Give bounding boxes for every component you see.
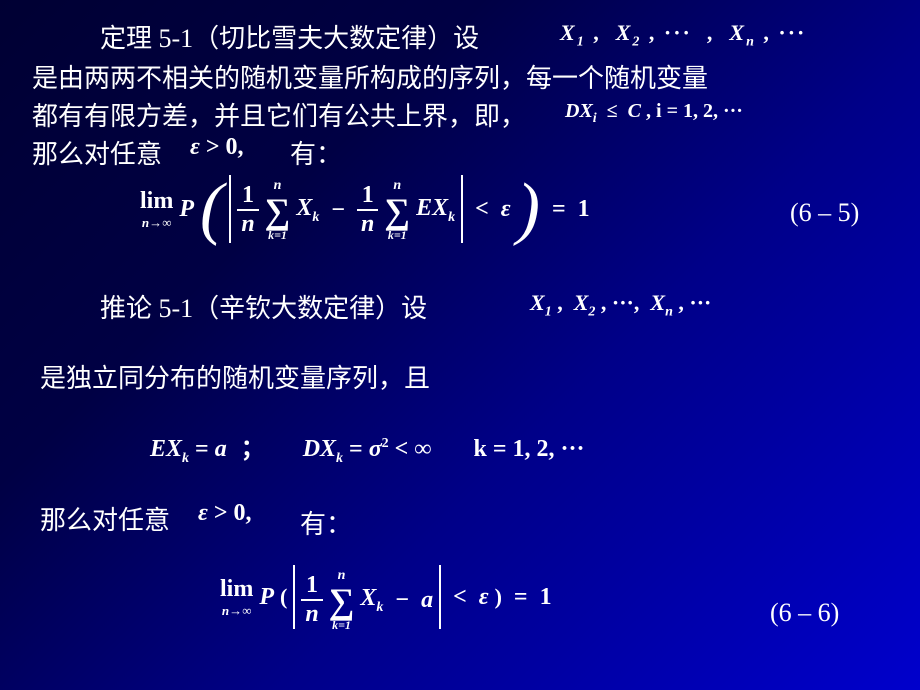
theorem-prefix: 定理 5-1（切比雪夫大数定律）设 xyxy=(100,24,479,53)
lim-block: lim n→∞ xyxy=(140,188,173,231)
corollary-line4a: 那么对任意 xyxy=(40,500,170,537)
frac-1-over-n-b: 1 n xyxy=(357,182,378,238)
corollary-line4b: 有： xyxy=(300,504,352,541)
eps-cond-2: ε > 0, xyxy=(198,500,252,527)
theorem-line4a: 那么对任意 xyxy=(32,134,162,171)
frac-1-over-n-2: 1 n xyxy=(301,572,322,628)
lparen-icon: ( xyxy=(200,179,223,239)
abs-bars: 1 n n ∑ k=1 Xk − 1 n n ∑ k=1 EXk xyxy=(229,175,463,243)
theorem-5-1-title: 定理 5-1（切比雪夫大数定律）设 xyxy=(100,18,479,55)
corollary-conds: EXk = a ； DXk = σ2 < ∞ k = 1, 2, ··· xyxy=(150,428,585,467)
abs-bars-2: 1 n n ∑ k=1 Xk − a xyxy=(293,565,441,629)
theorem-line4b: 有： xyxy=(290,134,342,171)
corollary-5-1-title: 推论 5-1（辛钦大数定律）设 xyxy=(100,288,427,325)
equation-label-6-5: (6 – 5) xyxy=(790,198,859,228)
lim-block-2: lim n→∞ xyxy=(220,576,253,619)
variance-bound: DXi ≤ C , i = 1, 2, ··· xyxy=(565,100,743,127)
theorem-seq: X1 , X2 , ··· , Xn , ··· xyxy=(560,20,806,50)
sum-symbol-b: n ∑ k=1 xyxy=(384,179,410,241)
sum-symbol: n ∑ k=1 xyxy=(265,179,291,241)
rparen-icon: ) xyxy=(517,179,540,239)
equation-6-6: lim n→∞ P ( 1 n n ∑ k=1 Xk − a < ε ) = 1 xyxy=(220,565,552,629)
frac-1-over-n: 1 n xyxy=(237,182,258,238)
corollary-seq: X1 , X2 , ···, Xn , ··· xyxy=(530,290,711,320)
eps-cond-1: ε > 0, xyxy=(190,134,244,161)
corollary-line2: 是独立同分布的随机变量序列，且 xyxy=(40,358,430,395)
sum-symbol-2: n ∑ k=1 xyxy=(329,569,355,631)
theorem-line3: 都有有限方差，并且它们有公共上界，即， xyxy=(32,96,526,133)
equation-label-6-6: (6 – 6) xyxy=(770,598,839,628)
equation-6-5: lim n→∞ P ( 1 n n ∑ k=1 Xk − 1 n n ∑ k=1… xyxy=(140,175,590,243)
theorem-line2: 是由两两不相关的随机变量所构成的序列，每一个随机变量 xyxy=(32,58,708,95)
